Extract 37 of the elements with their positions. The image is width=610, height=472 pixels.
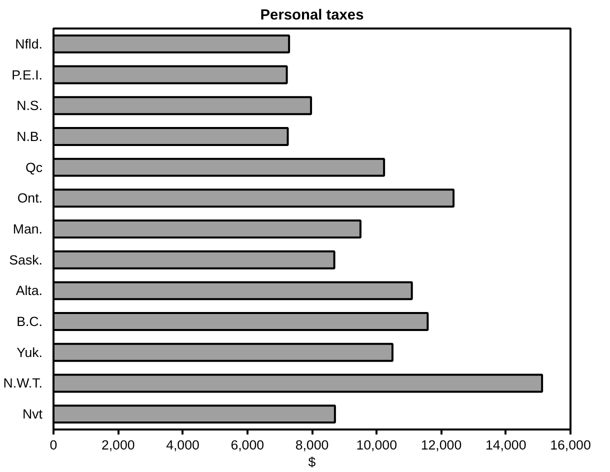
y-tick-label: Nfld.: [15, 36, 42, 52]
bar: [54, 188, 455, 208]
x-tick-label: 10,000: [356, 438, 398, 452]
bar: [54, 220, 362, 238]
y-tick-label: Alta.: [16, 283, 43, 298]
bar: [54, 312, 429, 332]
bar: [54, 158, 386, 177]
bar: [54, 404, 336, 424]
bar: [54, 34, 290, 54]
y-tick-label: Man.: [12, 222, 43, 236]
y-tick-label: Qc: [25, 160, 43, 175]
x-tick-label: 6,000: [230, 438, 264, 452]
x-tick-label: 4,000: [166, 438, 200, 452]
y-tick-label: Sask.: [9, 252, 43, 268]
y-tick-label: N.W.T.: [3, 376, 43, 391]
bar: [54, 374, 544, 393]
y-tick-label: Ont.: [17, 190, 42, 206]
y-tick-label: Yuk.: [16, 344, 43, 360]
bar: [54, 65, 288, 84]
x-tick-label: 14,000: [485, 438, 526, 452]
y-tick-label: P.E.I.: [12, 67, 42, 82]
chart-title: Personal taxes: [260, 8, 364, 24]
y-tick-label: Nvt: [22, 406, 43, 422]
x-tick-label: 2,000: [101, 438, 135, 452]
y-tick-label: N.B.: [16, 128, 42, 144]
x-tick-label: 12,000: [420, 438, 462, 452]
x-tick-label: 0: [50, 438, 58, 452]
y-tick-label: N.S.: [16, 98, 42, 114]
y-tick-label: B.C.: [16, 314, 42, 330]
bar: [54, 126, 289, 146]
bar: [54, 96, 312, 116]
bar: [54, 342, 394, 362]
x-tick-label: 8,000: [295, 438, 329, 452]
bar: [54, 281, 413, 300]
x-tick-label: 16,000: [550, 438, 591, 452]
bar: [54, 250, 336, 270]
x-axis-title: $: [308, 454, 316, 470]
